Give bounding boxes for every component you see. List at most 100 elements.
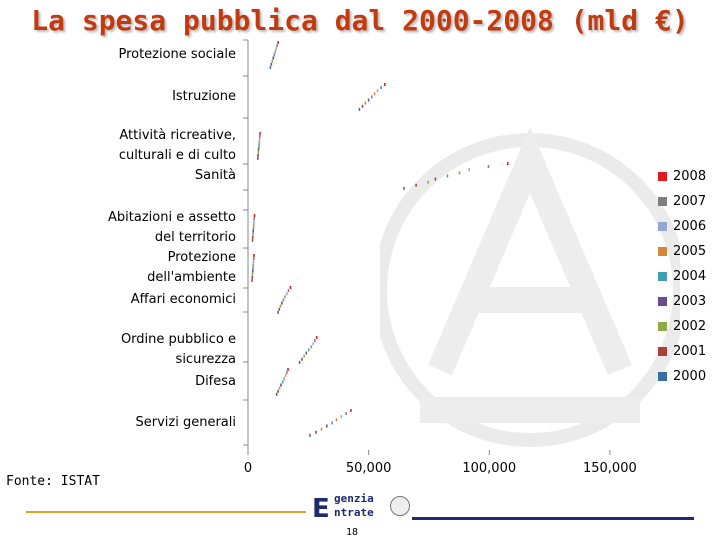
x-tick-label: 150,000 (583, 461, 637, 476)
legend-item-2008: 2008 (658, 164, 706, 189)
category-label-line: sicurezza (175, 352, 236, 367)
bar-2000-2 (257, 156, 259, 160)
bar-2003-7 (305, 351, 308, 355)
bar-2002-3 (427, 180, 429, 184)
bar-2007-3 (487, 165, 490, 169)
bar-2006-4 (253, 220, 255, 224)
logo-letter: E (312, 494, 330, 524)
bar-2006-6 (286, 292, 288, 296)
legend-label: 2002 (673, 319, 707, 334)
bar-2002-2 (257, 150, 260, 154)
bar-2008-5 (253, 254, 255, 257)
bar-2008-2 (259, 132, 261, 135)
legend-label: 2003 (673, 294, 707, 309)
legend-label: 2000 (673, 369, 707, 384)
bar-2004-3 (446, 174, 449, 178)
bar-2007-2 (259, 135, 261, 139)
bar-2004-7 (307, 348, 310, 352)
bar-2003-3 (434, 177, 437, 181)
bar-2007-7 (314, 339, 316, 343)
bar-2007-1 (380, 86, 382, 90)
bar-2006-9 (340, 415, 343, 419)
bar-2006-0 (275, 47, 277, 51)
bar-2005-6 (284, 295, 286, 299)
bar-2001-6 (278, 307, 281, 311)
bar-2002-6 (279, 304, 282, 308)
bar-2005-2 (258, 141, 261, 145)
bar-2007-6 (287, 289, 290, 293)
bar-2003-1 (367, 98, 370, 102)
category-label: Attività ricreative, culturali e di culto (66, 126, 236, 166)
bar-2002-0 (271, 59, 274, 63)
footer-divider-left (26, 511, 306, 513)
bar-2004-5 (252, 266, 254, 270)
bar-2007-9 (345, 412, 347, 416)
category-label-line: Attività ricreative, (119, 128, 236, 143)
category-label: Servizi generali (66, 413, 237, 433)
bar-2000-5 (251, 278, 253, 282)
agency-logo-watermark (380, 126, 680, 447)
bar-2005-3 (458, 171, 461, 175)
legend-item-2005: 2005 (658, 239, 706, 264)
bar-2008-9 (350, 409, 352, 412)
bar-2003-6 (281, 301, 283, 305)
republic-seal-icon (390, 496, 410, 516)
legend-label: 2006 (673, 219, 707, 234)
legend-label: 2008 (673, 169, 707, 184)
legend-item-2002: 2002 (658, 314, 706, 339)
bar-2003-0 (272, 56, 275, 60)
legend-swatch (658, 247, 667, 256)
bar-2000-8 (275, 392, 278, 396)
bar-2005-4 (252, 223, 255, 227)
bar-2006-8 (284, 374, 287, 378)
bar-2005-9 (335, 418, 338, 422)
category-label-line: culturali e di culto (118, 148, 236, 163)
bar-2001-9 (315, 430, 317, 434)
category-label-line: Ordine pubblico e (120, 332, 236, 347)
category-label-line: Sanità (194, 168, 236, 183)
bar-2006-2 (258, 138, 261, 142)
legend-item-2000: 2000 (658, 364, 706, 389)
bar-2003-8 (280, 383, 282, 387)
category-label-line: Affari economici (130, 292, 236, 307)
bar-2000-1 (358, 107, 361, 111)
legend-swatch (658, 172, 667, 181)
bar-2002-9 (320, 427, 323, 431)
bar-2003-5 (252, 269, 254, 273)
bar-2005-0 (274, 50, 276, 54)
legend-item-2001: 2001 (658, 339, 706, 364)
page-number: 18 (346, 527, 359, 538)
legend-item-2007: 2007 (658, 189, 706, 214)
category-label: Difesa (66, 372, 236, 392)
bar-2008-1 (383, 83, 386, 86)
bar-2002-5 (251, 272, 254, 276)
bar-2008-6 (289, 286, 292, 289)
bar-2004-6 (282, 298, 285, 302)
bar-2007-5 (252, 257, 255, 261)
legend-swatch (658, 272, 667, 281)
bar-2005-7 (310, 345, 312, 349)
bar-2001-3 (415, 183, 417, 187)
category-label: Protezione sociale (66, 45, 236, 65)
bar-2000-9 (309, 433, 311, 437)
legend-swatch (658, 297, 667, 306)
category-label: Affari economici (66, 290, 236, 310)
legend-label: 2004 (673, 269, 707, 284)
category-label-line: dell'ambiente (147, 270, 236, 285)
bar-2006-5 (252, 260, 255, 264)
legend-label: 2001 (673, 344, 707, 359)
bar-2001-4 (252, 235, 254, 239)
bar-2005-5 (252, 263, 255, 267)
bar-2005-8 (283, 377, 285, 381)
bar-2007-4 (253, 217, 255, 221)
page-title: La spesa pubblica dal 2000-2008 (mld €) (31, 4, 689, 37)
bar-2008-4 (253, 214, 256, 217)
legend-item-2004: 2004 (658, 264, 706, 289)
legend-swatch (658, 197, 667, 206)
category-label-line: del territorio (154, 230, 236, 245)
bar-2000-6 (277, 310, 279, 314)
bar-2001-8 (277, 389, 279, 393)
bar-2008-0 (277, 41, 279, 44)
category-label-line: Servizi generali (135, 415, 237, 430)
